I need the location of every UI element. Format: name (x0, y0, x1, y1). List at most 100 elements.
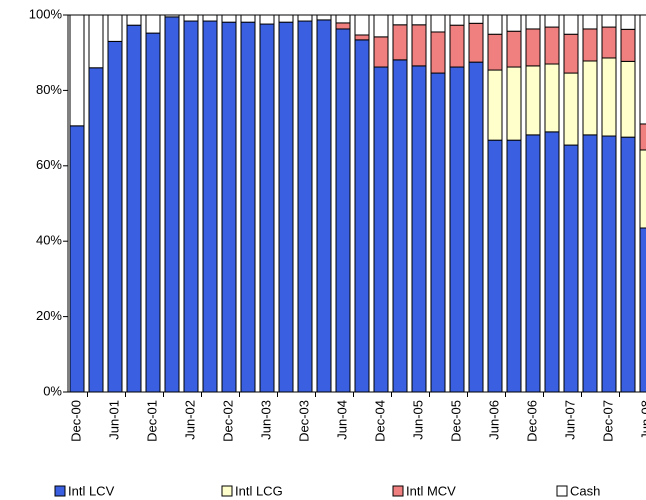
bar-segment (88, 67, 104, 393)
bar-segment (544, 131, 560, 393)
bar-segment (88, 14, 104, 69)
bar-segment (601, 57, 617, 137)
bar-segment (354, 34, 370, 41)
bar-segment (563, 72, 579, 146)
bar-segment (354, 39, 370, 393)
bar-segment (582, 28, 598, 62)
bar-segment (525, 134, 541, 393)
bar-segment (487, 139, 503, 393)
bar-segment (506, 139, 522, 393)
bar-segment (411, 24, 427, 67)
bar-segment (563, 33, 579, 74)
bar-segment (639, 14, 646, 125)
bar-segment (620, 60, 636, 138)
bar-segment (601, 26, 617, 59)
bar-segment (335, 28, 351, 393)
bar-segment (601, 135, 617, 393)
x-tick-label: Jun-06 (486, 400, 501, 440)
bar-segment (316, 14, 332, 21)
x-tick-label: Dec-03 (296, 400, 311, 442)
bar-segment (639, 227, 646, 393)
bar-segment (620, 136, 636, 393)
bar-segment (525, 65, 541, 136)
bar-segment (392, 59, 408, 393)
bar-segment (221, 21, 237, 393)
bar-segment (316, 19, 332, 393)
y-tick-label: 100% (29, 6, 63, 21)
bar-segment (525, 14, 541, 30)
y-tick-label: 0% (43, 383, 62, 398)
bar-segment (373, 66, 389, 393)
bar-segment (468, 14, 484, 24)
bar-segment (278, 14, 294, 23)
x-tick-label: Jun-08 (638, 400, 646, 440)
bar-segment (107, 14, 123, 42)
bar-segment (183, 14, 199, 22)
bar-segment (582, 14, 598, 30)
legend-label: Cash (570, 483, 600, 498)
bar-segment (620, 28, 636, 62)
bar-segment (145, 14, 161, 34)
legend-label: Intl MCV (406, 483, 456, 498)
bar-segment (506, 14, 522, 32)
bar-segment (430, 14, 446, 33)
bar-segment (126, 14, 142, 26)
x-tick-label: Jun-04 (334, 400, 349, 440)
bar-segment (373, 36, 389, 68)
bar-segment (259, 23, 275, 393)
y-tick-label: 60% (36, 157, 62, 172)
bar-segment (430, 31, 446, 74)
bar-segment (221, 14, 237, 23)
bar-segment (468, 61, 484, 393)
bar-segment (411, 14, 427, 26)
x-tick-label: Dec-04 (372, 400, 387, 442)
bar-segment (639, 149, 646, 229)
bar-segment (506, 30, 522, 68)
bar-segment (563, 14, 579, 35)
bar-segment (468, 22, 484, 63)
legend-swatch (221, 485, 233, 497)
bar-segment (563, 144, 579, 393)
bar-segment (164, 16, 180, 393)
y-tick-label: 40% (36, 233, 62, 248)
bar-segment (373, 14, 389, 38)
bar-segment (430, 72, 446, 393)
bar-segment (487, 14, 503, 35)
bar-segment (354, 14, 370, 36)
x-tick-label: Jun-03 (258, 400, 273, 440)
bar-segment (69, 125, 85, 393)
bar-segment (411, 65, 427, 393)
x-tick-label: Jun-02 (182, 400, 197, 440)
legend-label: Intl LCV (68, 483, 115, 498)
x-tick-label: Dec-01 (144, 400, 159, 442)
x-tick-label: Dec-07 (600, 400, 615, 442)
bar-segment (544, 14, 560, 28)
x-tick-label: Jun-07 (562, 400, 577, 440)
x-tick-label: Dec-02 (220, 400, 235, 442)
legend-swatch (54, 485, 66, 497)
bar-segment (240, 21, 256, 393)
bar-segment (525, 28, 541, 67)
bar-segment (183, 20, 199, 393)
bar-segment (544, 26, 560, 65)
bar-segment (601, 14, 617, 28)
bar-segment (335, 14, 351, 24)
x-tick-label: Dec-06 (524, 400, 539, 442)
x-tick-label: Jun-01 (106, 400, 121, 440)
bar-segment (620, 14, 636, 30)
legend-swatch (556, 485, 568, 497)
bar-segment (240, 14, 256, 23)
bar-segment (107, 40, 123, 393)
bar-segment (297, 14, 313, 22)
legend-swatch (392, 485, 404, 497)
bar-segment (164, 14, 180, 18)
bar-segment (392, 14, 408, 26)
bar-segment (202, 14, 218, 22)
bar-segment (449, 14, 465, 26)
bar-segment (69, 14, 85, 127)
bar-segment (506, 66, 522, 141)
bar-segment (145, 32, 161, 393)
bar-segment (487, 69, 503, 141)
x-tick-label: Dec-00 (68, 400, 83, 442)
